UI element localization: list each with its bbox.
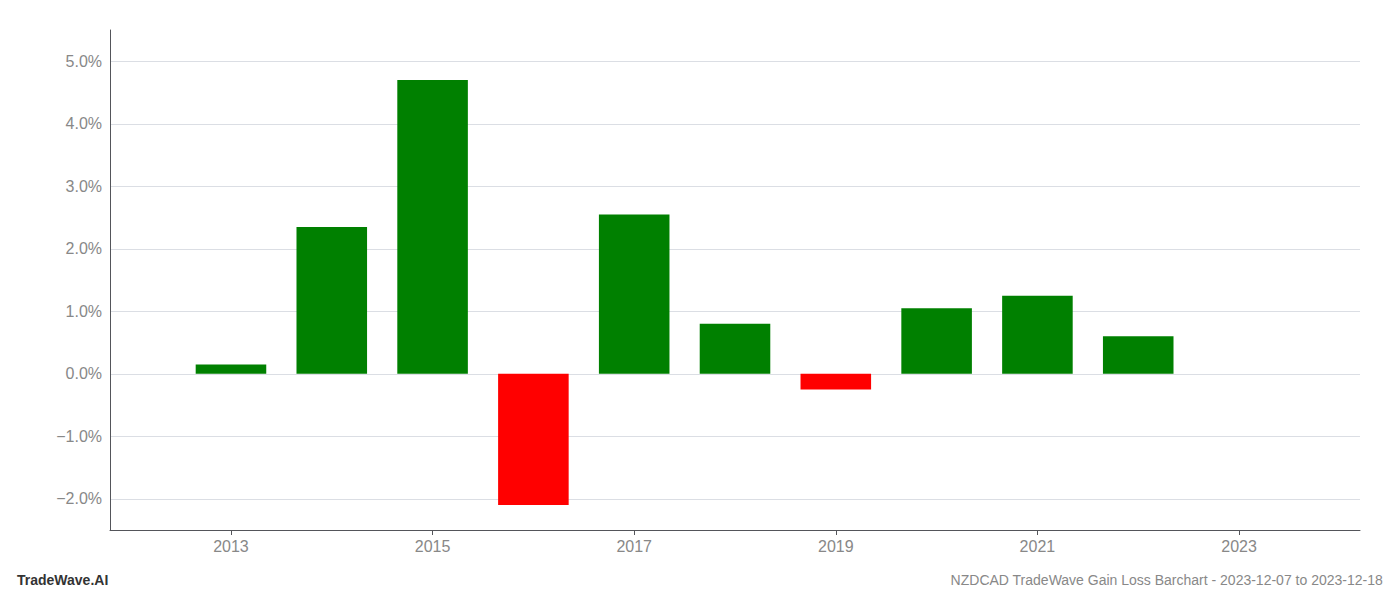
svg-text:0.0%: 0.0% (66, 365, 102, 382)
svg-text:2019: 2019 (818, 538, 854, 555)
svg-text:3.0%: 3.0% (66, 178, 102, 195)
svg-text:1.0%: 1.0% (66, 303, 102, 320)
svg-text:TradeWave.AI: TradeWave.AI (17, 572, 108, 588)
svg-text:2013: 2013 (213, 538, 249, 555)
svg-text:NZDCAD TradeWave Gain Loss Bar: NZDCAD TradeWave Gain Loss Barchart - 20… (951, 572, 1383, 588)
svg-text:−2.0%: −2.0% (56, 490, 102, 507)
svg-text:2023: 2023 (1221, 538, 1257, 555)
svg-text:4.0%: 4.0% (66, 115, 102, 132)
svg-text:5.0%: 5.0% (66, 53, 102, 70)
svg-text:−1.0%: −1.0% (56, 428, 102, 445)
svg-text:2.0%: 2.0% (66, 240, 102, 257)
svg-text:2021: 2021 (1020, 538, 1056, 555)
svg-text:2017: 2017 (616, 538, 652, 555)
svg-text:2015: 2015 (415, 538, 451, 555)
